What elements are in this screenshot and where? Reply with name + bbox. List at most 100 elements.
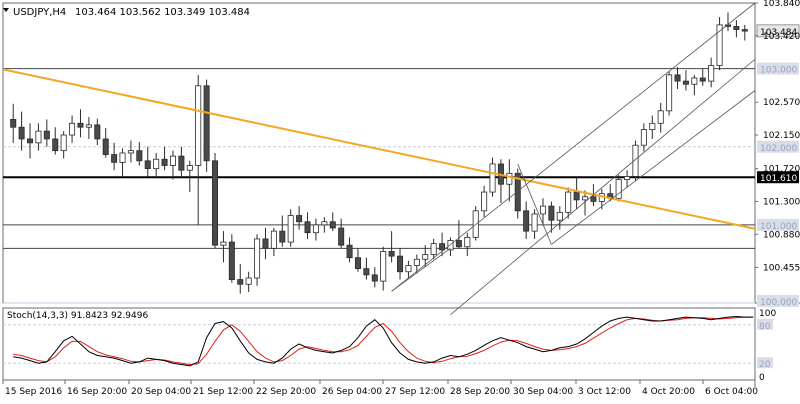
y-tick-label: 102.570 [763, 98, 800, 108]
x-tick-label: 21 Sep 12:00 [193, 387, 253, 397]
candle-body [161, 158, 168, 166]
candle-body [43, 130, 50, 140]
candle-body [691, 77, 698, 85]
candle-body [338, 227, 345, 246]
x-tick-label: 15 Sep 2016 [5, 387, 62, 397]
candle-body [85, 124, 92, 128]
stoch-tick-box [757, 318, 773, 330]
current-price-badge [756, 24, 800, 38]
candle-body [741, 29, 748, 32]
candle-body [455, 240, 462, 248]
candle-body [548, 205, 555, 221]
candle-body [52, 138, 59, 152]
candle-body [304, 221, 311, 234]
candle-body [279, 230, 286, 243]
candle-body [27, 138, 34, 144]
candle-body [169, 155, 176, 166]
candle-body [94, 124, 101, 140]
level-label: 101.000 [760, 222, 797, 232]
candle-body [481, 191, 488, 212]
candle-body [287, 215, 294, 243]
candle-body [153, 158, 160, 170]
level-label: 102.000 [760, 144, 797, 154]
candle-body [10, 119, 17, 128]
level-label-box [757, 295, 799, 307]
level-label: 100.000 [760, 298, 797, 308]
candle-body [119, 152, 126, 163]
candle-body [430, 243, 437, 255]
candle-body [666, 74, 673, 112]
candle-body [346, 244, 353, 259]
candle-body [708, 65, 715, 82]
channel-base-line [517, 163, 552, 245]
candle-body [506, 172, 513, 185]
descending-trendline [2, 68, 756, 230]
x-tick-label: 16 Sep 20:00 [67, 387, 127, 397]
candle-body [69, 122, 76, 136]
candle-body [237, 279, 244, 285]
stochastic-label: Stoch(14,3,3) 91.8423 92.9496 [7, 311, 148, 321]
candle-body [699, 77, 706, 82]
candle-body [321, 221, 328, 226]
candle-body [262, 238, 269, 249]
candle-body [464, 236, 471, 248]
candle-body [523, 210, 530, 232]
candle-body [556, 211, 563, 221]
candle-body [35, 130, 42, 144]
symbol-dropdown-icon[interactable] [3, 8, 9, 12]
candle-body [388, 251, 395, 257]
candle-body [632, 144, 639, 177]
channel-lower-line [551, 90, 756, 245]
x-tick-label: 28 Sep 20:00 [450, 387, 510, 397]
candle-body [624, 176, 631, 180]
price-pane [2, 2, 756, 304]
candle-body [111, 154, 118, 163]
candle-body [212, 160, 219, 246]
candle-body [649, 122, 656, 130]
candle-body [657, 110, 664, 124]
stoch-tick-label: 0 [759, 373, 765, 383]
ohlc-readout: 103.464 103.562 103.349 103.484 [75, 7, 250, 18]
channel-base-line [391, 247, 451, 292]
y-tick-label: 101.300 [763, 197, 800, 207]
candle-body [573, 191, 580, 201]
candle-body [270, 230, 277, 249]
candle-body [397, 255, 404, 273]
candle-body [716, 24, 723, 66]
candle-body [312, 224, 319, 234]
x-tick-label: 30 Sep 04:00 [513, 387, 573, 397]
candle-body [102, 138, 109, 155]
x-tick-label: 22 Sep 20:00 [256, 387, 316, 397]
candle-body [363, 268, 370, 276]
stochastic-pane [2, 307, 756, 381]
candle-body [144, 160, 151, 170]
current-price-label: 103.484 [760, 28, 797, 38]
candle-body [254, 238, 261, 279]
candle-body [220, 241, 227, 246]
candle-body [447, 240, 454, 251]
x-tick-label: 4 Oct 20:00 [642, 387, 695, 397]
candle-body [228, 241, 235, 280]
candle-body [18, 126, 25, 140]
y-tick-label: 103.420 [763, 32, 800, 42]
key-level-badge [757, 171, 799, 184]
candle-body [127, 150, 134, 154]
candle-body [186, 165, 193, 171]
x-tick-label: 27 Sep 12:00 [385, 387, 445, 397]
candle-body [674, 74, 681, 82]
candle-body [615, 179, 622, 199]
candle-body [640, 129, 647, 146]
candle-body [405, 265, 412, 273]
candle-body [590, 196, 597, 202]
stoch-main-line [13, 315, 754, 367]
x-tick-label: 20 Sep 04:00 [131, 387, 191, 397]
candle-body [422, 254, 429, 260]
y-tick-label: 100.880 [763, 230, 800, 240]
candle-body [77, 122, 84, 128]
stoch-tick-box [757, 357, 773, 369]
x-tick-label: 6 Oct 04:00 [705, 387, 758, 397]
y-tick-label: 103.840 [763, 0, 800, 9]
y-tick-label: 100.455 [763, 263, 800, 273]
